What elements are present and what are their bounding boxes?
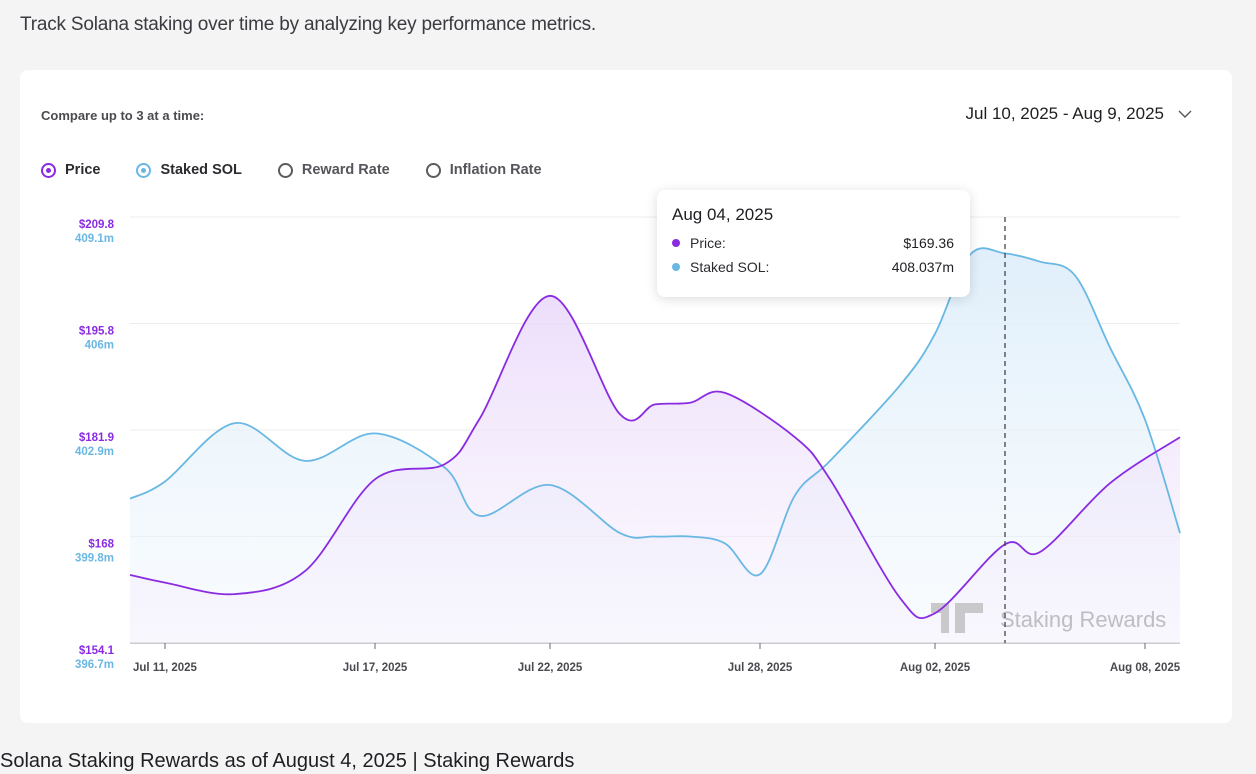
metric-toggle-inflation-rate[interactable]: Inflation Rate [425,162,542,178]
compare-label: Compare up to 3 at a time: [41,108,205,123]
tooltip-date: Aug 04, 2025 [672,205,774,224]
price-series-line [129,294,1181,620]
watermark-text: Staking Rewards [1000,607,1166,632]
chart-tooltip: Aug 04, 2025 Price: $169.36 Staked SOL: … [657,190,970,297]
metric-toggle-staked-sol[interactable]: Staked SOL [136,162,242,178]
y-tick-label-price: $195.8 [79,326,115,338]
y-axis-labels: $209.8 409.1m $195.8 406m $181.9 402.9m $168 39… [75,219,115,671]
page-intro-text: Track Solana staking over time by analyz… [20,14,596,35]
radio-selected-icon [136,162,152,178]
x-tick-label: Aug 02, 2025 [900,662,971,674]
x-tick-label: Jul 28, 2025 [728,662,793,674]
series-fills [130,248,1180,643]
staking-chart-card: Staking Rewards $209.8 409.1m $195.8 406m $1… [20,70,1232,723]
y-tick-label-price: $154.1 [79,645,115,657]
page-footer-caption: Solana Staking Rewards as of August 4, 2… [0,750,575,772]
y-tick-label-staked: 402.9m [75,446,114,458]
x-tick-label: Jul 17, 2025 [343,662,408,674]
x-tick-label: Jul 11, 2025 [133,662,198,674]
metric-toggle-price[interactable]: Price [41,162,100,178]
x-tick-label: Jul 22, 2025 [518,662,583,674]
staked-sol-series-line [129,247,1181,577]
radio-unselected-icon [277,162,293,178]
chevron-down-icon [1178,110,1192,118]
series-lines [129,247,1181,620]
tooltip-label: Price: [690,235,726,251]
y-tick-label-price: $209.8 [79,219,115,231]
chart-canvas[interactable]: Staking Rewards $209.8 409.1m $195.8 406m $1… [20,70,1232,723]
staking-rewards-logo-icon [931,603,983,633]
y-tick-label-staked: 406m [85,340,114,352]
tooltip-row-price: Price: $169.36 [672,235,954,251]
x-axis: Jul 11, 2025 Jul 17, 2025 Jul 22, 2025 Jul … [133,643,1181,674]
radio-unselected-icon [425,162,441,178]
tooltip-value: $169.36 [903,235,954,251]
price-area-fill [130,295,1180,643]
radio-selected-icon [41,162,56,178]
metric-label: Inflation Rate [449,162,542,178]
y-tick-label-staked: 399.8m [75,553,114,565]
metric-label: Price [65,162,101,178]
tooltip-label: Staked SOL: [690,259,770,275]
date-range-picker[interactable]: Jul 10, 2025 - Aug 9, 2025 [966,104,1193,124]
metric-toggle-reward-rate[interactable]: Reward Rate [277,162,390,178]
metric-selector: Price Staked SOL Reward Rate Inflation R… [41,162,578,178]
price-dot-icon [672,239,680,247]
date-range-text: Jul 10, 2025 - Aug 9, 2025 [965,104,1165,123]
staked-dot-icon [672,263,680,271]
metric-label: Reward Rate [301,162,390,178]
y-tick-label-price: $181.9 [79,432,114,444]
metric-label: Staked SOL [160,162,242,178]
tooltip-row-staked-sol: Staked SOL: 408.037m [672,259,954,275]
x-tick-label: Aug 08, 2025 [1110,662,1181,674]
tooltip-value: 408.037m [891,259,954,275]
staking-rewards-watermark: Staking Rewards [931,603,1166,633]
y-tick-label-staked: 409.1m [75,233,114,245]
y-tick-label-staked: 396.7m [75,659,114,671]
y-tick-label-price: $168 [88,539,114,551]
